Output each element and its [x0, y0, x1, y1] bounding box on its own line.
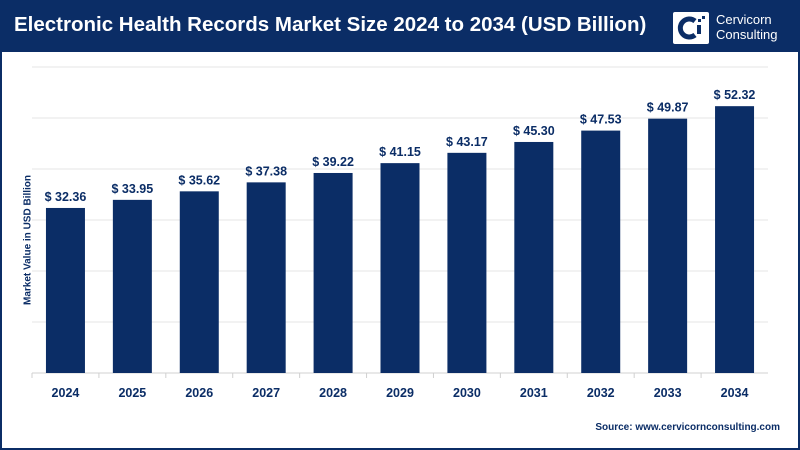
bar-2032 [581, 130, 621, 373]
data-label: $ 33.95 [112, 182, 154, 196]
x-tick-label: 2034 [721, 386, 749, 400]
data-label: $ 45.30 [513, 124, 555, 138]
data-label: $ 49.87 [647, 101, 689, 115]
x-tick-label: 2031 [520, 386, 548, 400]
x-tick-label: 2030 [453, 386, 481, 400]
x-tick-label: 2032 [587, 386, 615, 400]
chart-title: Electronic Health Records Market Size 20… [14, 13, 647, 36]
bar-2029 [380, 163, 420, 373]
bar-2030 [447, 152, 487, 373]
data-label: $ 43.17 [446, 135, 488, 149]
bar-2026 [179, 191, 219, 373]
bar-2033 [648, 118, 688, 374]
x-tick-label: 2026 [185, 386, 213, 400]
data-label: $ 39.22 [312, 155, 354, 169]
x-tick-label: 2029 [386, 386, 414, 400]
data-label: $ 37.38 [245, 164, 287, 178]
logo-line2: Consulting [716, 27, 778, 42]
data-label: $ 41.15 [379, 145, 421, 159]
logo-text: Cervicorn Consulting [716, 12, 777, 42]
logo-icon [673, 12, 709, 44]
bar-2034 [715, 106, 755, 373]
bar-2024 [45, 207, 85, 373]
bar-2031 [514, 141, 554, 373]
x-tick-label: 2028 [319, 386, 347, 400]
data-label: $ 47.53 [580, 113, 622, 127]
x-tick-label: 2024 [52, 386, 80, 400]
x-tick-label: 2033 [654, 386, 682, 400]
bar-2025 [112, 199, 152, 373]
bar-2027 [246, 182, 286, 373]
data-label: $ 32.36 [45, 190, 87, 204]
bar-2028 [313, 172, 353, 373]
data-label: $ 52.32 [714, 88, 756, 102]
logo-line1: Cervicorn [716, 12, 772, 27]
x-tick-label: 2027 [252, 386, 280, 400]
header-bar: Electronic Health Records Market Size 20… [0, 0, 800, 52]
x-tick-label: 2025 [118, 386, 146, 400]
source-text: Source: www.cervicornconsulting.com [595, 422, 780, 433]
data-label: $ 35.62 [178, 173, 220, 187]
